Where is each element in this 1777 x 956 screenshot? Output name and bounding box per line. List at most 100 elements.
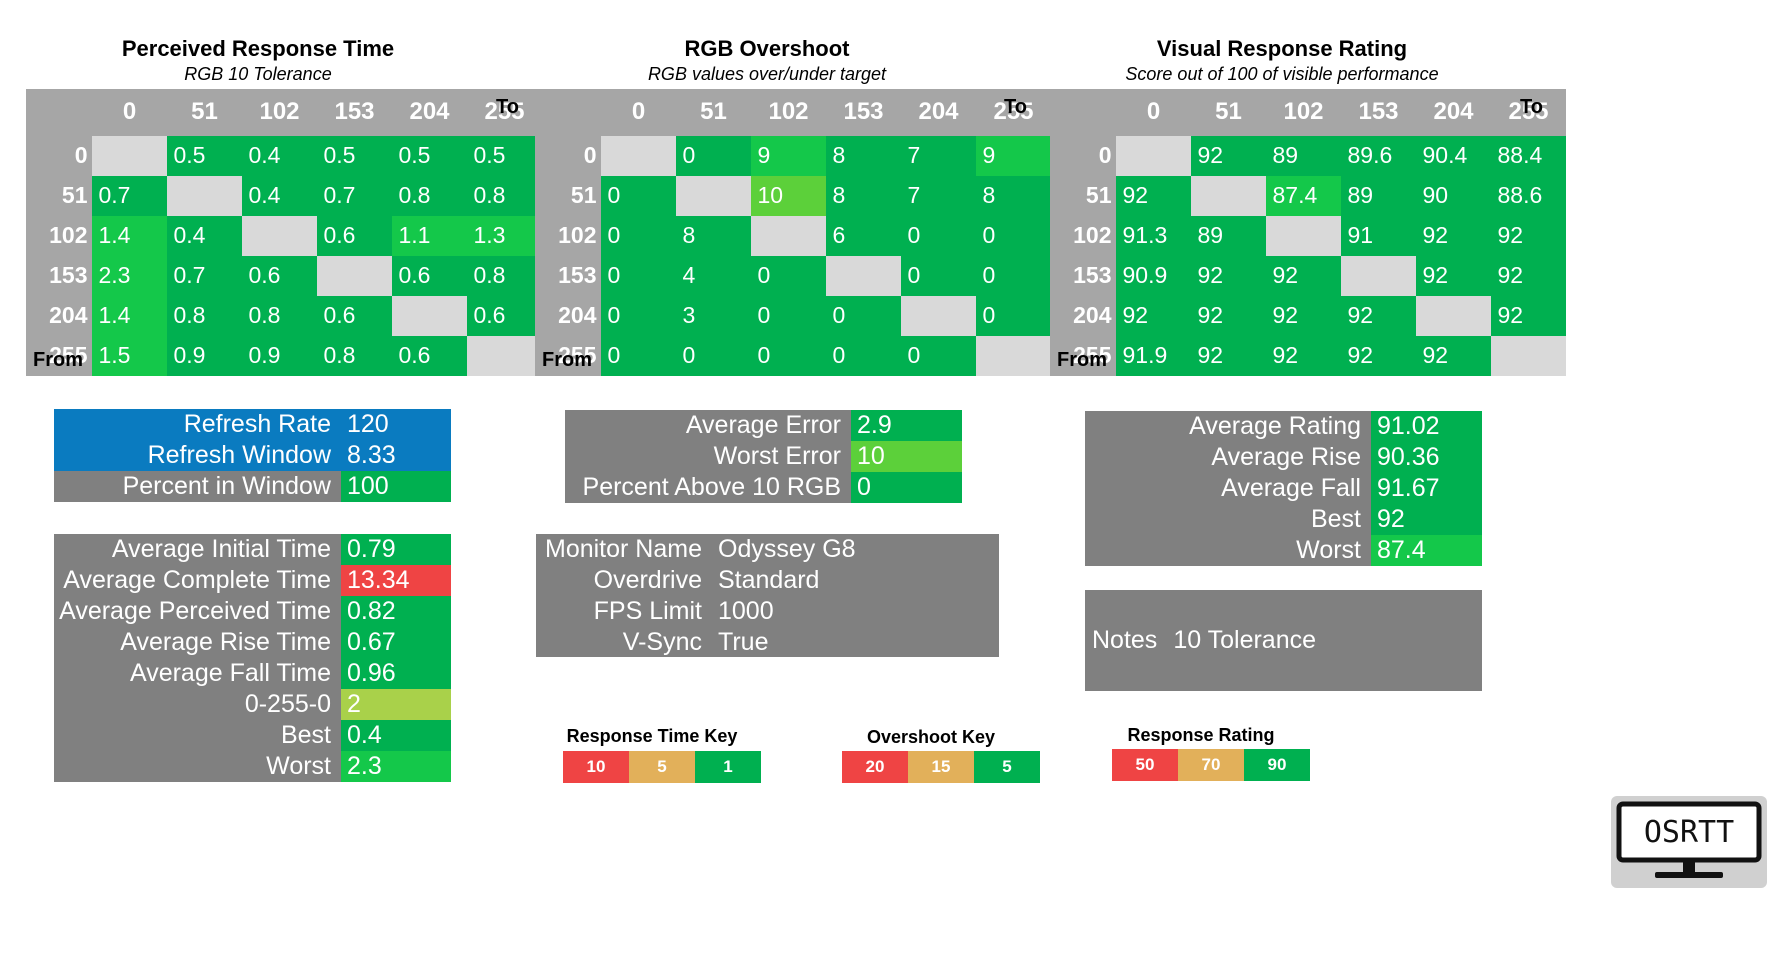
avg-complete-label: Average Complete Time (63, 566, 331, 594)
key-swatch-green: 90 (1244, 749, 1310, 781)
avg-rating-label: Average Rating (1189, 412, 1361, 440)
avg-error-row: Average Error 2.9 (565, 410, 962, 441)
matrix-cell: 92 (1116, 295, 1191, 336)
fps-limit-value: 1000 (718, 597, 774, 625)
matrix-cell: 4 (676, 255, 751, 296)
key-swatch-red: 10 (563, 751, 629, 783)
matrix-cell: 0.4 (242, 135, 317, 176)
matrix-cell: 6 (826, 215, 901, 256)
to-header: 153 (317, 89, 392, 136)
matrix-cell: 0.8 (467, 255, 542, 296)
matrix-row: 51 92 87.4 89 90 88.6 (1050, 175, 1566, 216)
key-swatch-green: 5 (974, 751, 1040, 783)
worst-time-value: 2.3 (341, 751, 451, 782)
response-key-title: Response Time Key (566, 726, 738, 746)
worst-time-row: Worst 2.3 (54, 751, 451, 782)
error-panel: Average Error 2.9 Worst Error 10 Percent… (565, 410, 962, 503)
matrix-cell: 92 (1416, 335, 1491, 376)
to-label: To (1520, 96, 1543, 118)
from-header: 255 (26, 335, 92, 376)
matrix-cell: 1.1 (392, 215, 467, 256)
notes-panel: Notes 10 Tolerance (1085, 590, 1482, 691)
from-header: 153 (535, 255, 601, 296)
matrix-cell: 92 (1266, 335, 1341, 376)
avg-fall-rating-value: 91.67 (1371, 473, 1482, 504)
matrix-cell: 89 (1341, 175, 1416, 216)
matrix-cell (1416, 295, 1491, 336)
percent-above-value: 0 (851, 472, 962, 503)
from-header: 0 (535, 135, 601, 176)
from-header: 51 (26, 175, 92, 216)
percent-window-label: Percent in Window (122, 472, 331, 500)
matrix-cell: 89 (1191, 215, 1266, 256)
notes-label: Notes (1092, 626, 1158, 654)
matrix-cell (976, 335, 1051, 376)
matrix-cell: 0 (601, 295, 676, 336)
from-header: 51 (1050, 175, 1116, 216)
matrix-cell: 0.5 (167, 135, 242, 176)
from-header: 204 (1050, 295, 1116, 336)
matrix-cell: 0 (601, 255, 676, 296)
overshoot-matrix: 0 51 102 153 204 255 0 0 9 8 7 9 51 0 10 8 7 8 102 0 8 6 0 0 153… (535, 89, 1052, 376)
matrix-cell (242, 215, 317, 256)
logo-text: OSRTT (1644, 815, 1734, 850)
best-rating-label: Best (1310, 505, 1361, 533)
matrix-cell: 0.6 (392, 335, 467, 376)
matrix-cell (317, 255, 392, 296)
to-header: 153 (826, 89, 901, 136)
matrix-cell: 0 (751, 295, 826, 336)
response-matrix: 0 51 102 153 204 255 0 0.5 0.4 0.5 0.5 0.5 51 0.7 0.4 0… (26, 89, 543, 376)
matrix-cell: 0.8 (317, 335, 392, 376)
matrix-cell: 3 (676, 295, 751, 336)
worst-error-value: 10 (851, 441, 962, 472)
best-time-row: Best 0.4 (54, 720, 451, 751)
matrix-cell: 92 (1266, 255, 1341, 296)
matrix-cell: 0 (676, 135, 751, 176)
to-header: 0 (1116, 89, 1191, 136)
avg-complete-row: Average Complete Time 13.34 (54, 565, 451, 596)
matrix-cell: 92 (1191, 135, 1266, 176)
avg-perceived-value: 0.82 (341, 596, 451, 627)
matrix-cell (826, 255, 901, 296)
matrix-cell: 9 (976, 135, 1051, 176)
to-header: 204 (901, 89, 976, 136)
avg-fall-rating-label: Average Fall (1221, 474, 1361, 502)
best-time-label: Best (280, 721, 331, 749)
avg-initial-row: Average Initial Time 0.79 (54, 534, 451, 565)
from-header: 102 (26, 215, 92, 256)
matrix-corner (1050, 89, 1116, 136)
matrix-cell: 87.4 (1266, 175, 1341, 216)
full-transition-label: 0-255-0 (244, 690, 331, 718)
matrix-cell: 2.3 (92, 255, 167, 296)
matrix-cell (392, 295, 467, 336)
rating-title: Visual Response Rating (1156, 36, 1408, 61)
from-header: 51 (535, 175, 601, 216)
to-header: 51 (1191, 89, 1266, 136)
refresh-window-label: Refresh Window (147, 441, 331, 469)
worst-error-row: Worst Error 10 (565, 441, 962, 472)
rating-subtitle: Score out of 100 of visible performance (1125, 64, 1439, 84)
matrix-cell: 8 (976, 175, 1051, 216)
refresh-rate-label: Refresh Rate (183, 410, 331, 438)
overshoot-subtitle: RGB values over/under target (647, 64, 887, 84)
matrix-cell: 88.6 (1491, 175, 1566, 216)
percent-above-row: Percent Above 10 RGB 0 (565, 472, 962, 503)
matrix-cell (751, 215, 826, 256)
from-header: 153 (26, 255, 92, 296)
matrix-corner (535, 89, 601, 136)
matrix-cell: 1.3 (467, 215, 542, 256)
rating-matrix: 0 51 102 153 204 255 0 92 89 89.6 90.4 88.4 51 92 87.4… (1050, 89, 1567, 376)
matrix-cell: 90.9 (1116, 255, 1191, 296)
notes-value: 10 Tolerance (1173, 626, 1317, 654)
avg-complete-value: 13.34 (341, 565, 451, 596)
matrix-cell: 0.9 (167, 335, 242, 376)
matrix-cell: 0.7 (317, 175, 392, 216)
from-header: 102 (535, 215, 601, 256)
matrix-cell: 0.4 (167, 215, 242, 256)
matrix-cell: 90.4 (1416, 135, 1491, 176)
worst-rating-row: Worst 87.4 (1085, 535, 1482, 566)
vsync-label: V-Sync (622, 628, 702, 656)
matrix-row: 204 1.4 0.8 0.8 0.6 0.6 (26, 295, 542, 336)
key-swatch-red: 50 (1112, 749, 1178, 781)
